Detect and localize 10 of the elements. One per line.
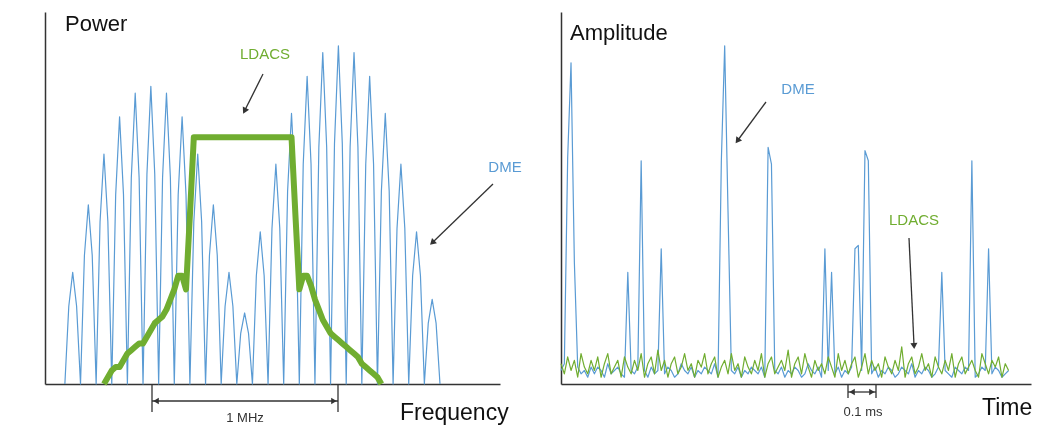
- text: 1 MHz: [226, 410, 264, 425]
- text: 0.1 ms: [843, 404, 883, 419]
- x-axis-title: Frequency: [400, 399, 510, 425]
- text: DME: [781, 80, 815, 97]
- y-axis-title: Amplitude: [570, 20, 668, 45]
- text: DME: [488, 158, 522, 175]
- text: LDACS: [888, 211, 940, 228]
- text: LDACS: [239, 45, 291, 62]
- y-axis-title: Power: [65, 11, 128, 36]
- x-axis-title: Time: [982, 394, 1033, 420]
